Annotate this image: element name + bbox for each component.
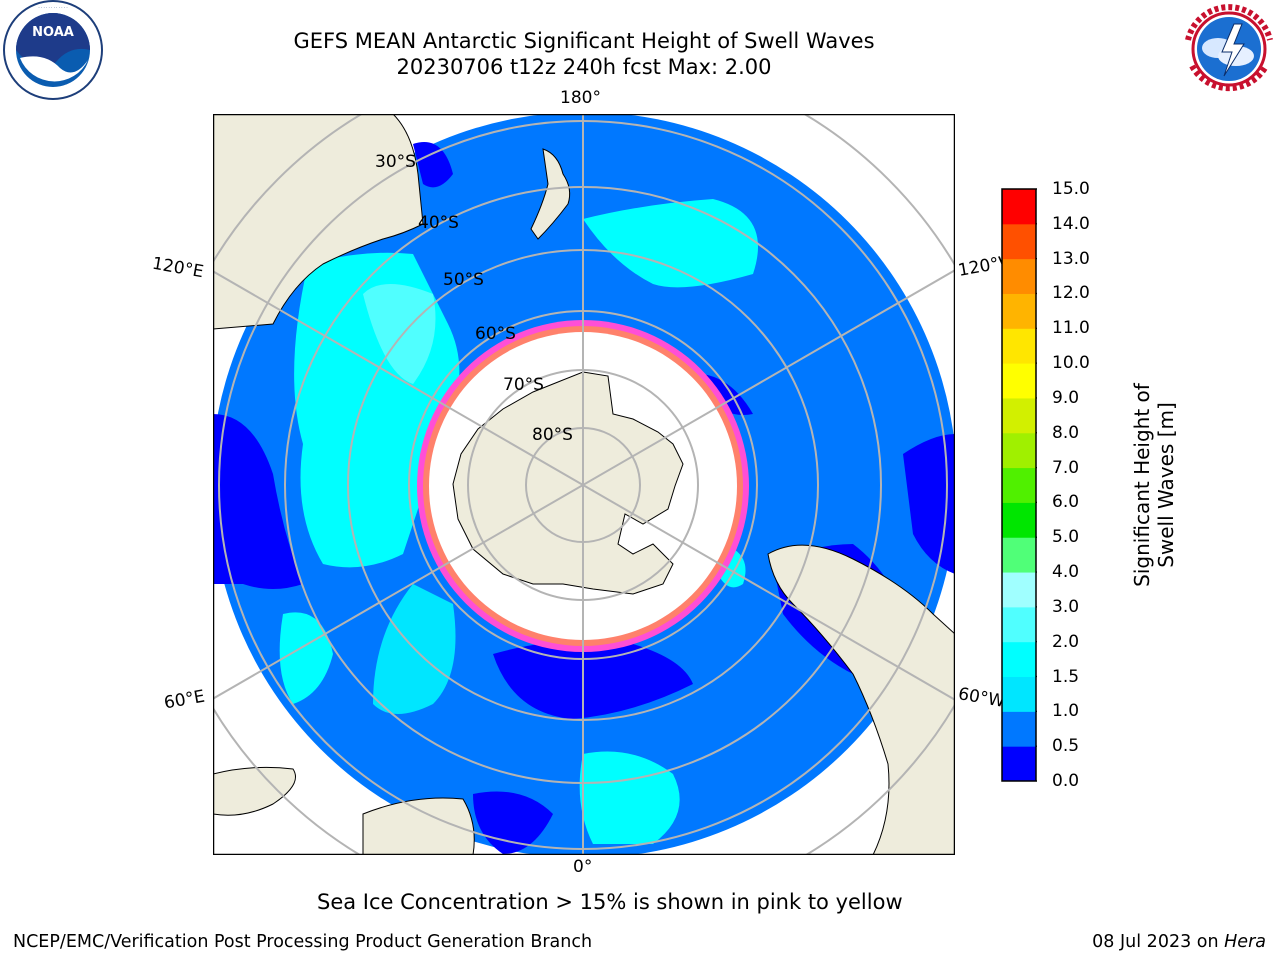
- lon-label-top: 180°: [560, 88, 601, 108]
- svg-text:· · · · · · · · · · · ·: · · · · · · · · · · · ·: [38, 5, 67, 10]
- colorbar-tick-label: 3.0: [1052, 596, 1080, 617]
- colorbar-tick-label: 8.0: [1052, 422, 1080, 443]
- colorbar-segment: [1002, 189, 1036, 225]
- lat-label-30s: 30°S: [375, 152, 416, 172]
- new-zealand-landmass: [530, 148, 571, 240]
- lon-label-lower-right: 60°W: [956, 684, 1007, 712]
- map-title: GEFS MEAN Antarctic Significant Height o…: [293, 29, 875, 53]
- africa-landmass: [362, 797, 475, 855]
- colorbar-segment: [1002, 363, 1036, 399]
- host-name: Hera: [1224, 932, 1266, 952]
- colorbar-tick-label: 1.0: [1052, 701, 1080, 722]
- colorbar-segment: [1002, 572, 1036, 608]
- colorbar-segment: [1002, 223, 1036, 260]
- colorbar-label: Significant Height of Swell Waves [m]: [1130, 383, 1178, 587]
- colorbar-tick-label: 2.0: [1052, 631, 1080, 652]
- sea-ice-footnote: Sea Ice Concentration > 15% is shown in …: [317, 890, 903, 914]
- colorbar-tick-label: 11.0: [1052, 318, 1090, 339]
- colorbar-tick-label: 0.0: [1052, 771, 1080, 791]
- run-date-text: 08 Jul 2023 on: [1092, 932, 1225, 952]
- colorbar-segment: [1002, 328, 1036, 364]
- colorbar-segment: [1002, 641, 1036, 678]
- colorbar-segment: [1002, 676, 1036, 712]
- lon-label-bottom: 0°: [573, 857, 593, 877]
- lon-label-lower-left: 60°E: [162, 686, 207, 714]
- australia-landmass: [213, 114, 424, 330]
- colorbar-tick-label: 7.0: [1052, 457, 1080, 478]
- national-weather-service-logo: [1181, 1, 1277, 97]
- colorbar-segment: [1002, 432, 1036, 469]
- colorbar-segment: [1002, 606, 1036, 643]
- colorbar-segment: [1002, 537, 1036, 573]
- swell-patch-6: [363, 284, 436, 384]
- lat-label-60s: 60°S: [475, 324, 516, 344]
- colorbar-tick-label: 4.0: [1052, 562, 1080, 583]
- calm-patch-1: [213, 414, 303, 589]
- swell-patch-4: [279, 612, 333, 704]
- colorbar-tick-label: 13.0: [1052, 248, 1090, 269]
- noaa-logo-text: NOAA: [32, 25, 74, 40]
- lat-label-50s: 50°S: [443, 270, 484, 290]
- colorbar-tick-label: 5.0: [1052, 527, 1080, 548]
- colorbar-segment: [1002, 502, 1036, 538]
- colorbar-segment: [1002, 293, 1036, 329]
- calm-patch-5: [413, 142, 453, 188]
- colorbar-tick-label: 1.5: [1052, 666, 1080, 687]
- calm-patch-4: [903, 434, 955, 574]
- colorbar-tick-label: 14.0: [1052, 213, 1090, 234]
- colorbar-segment: [1002, 397, 1036, 434]
- lat-label-80s: 80°S: [532, 425, 573, 445]
- calm-patch-2: [493, 640, 693, 719]
- colorbar: [1001, 188, 1037, 782]
- noaa-logo: NOAA · · · · · · · · · · · ·: [3, 0, 103, 100]
- colorbar-segment: [1002, 467, 1036, 503]
- polar-map: [213, 114, 955, 855]
- run-date-credit: 08 Jul 2023 on Hera: [1092, 932, 1266, 952]
- lat-label-40s: 40°S: [418, 213, 459, 233]
- colorbar-tick-label: 12.0: [1052, 283, 1090, 304]
- madagascar-landmass: [213, 766, 296, 816]
- colorbar-tick-label: 9.0: [1052, 387, 1080, 408]
- lon-label-upper-left: 120°E: [150, 253, 206, 283]
- graticule: [213, 114, 955, 855]
- lat-label-70s: 70°S: [503, 375, 544, 395]
- producer-credit: NCEP/EMC/Verification Post Processing Pr…: [13, 932, 593, 952]
- colorbar-tick-label: 10.0: [1052, 353, 1090, 374]
- colorbar-segment: [1002, 711, 1036, 747]
- swell-patch-2: [583, 199, 758, 288]
- colorbar-segment: [1002, 258, 1036, 294]
- colorbar-segment: [1002, 746, 1036, 782]
- colorbar-tick-label: 15.0: [1052, 179, 1090, 199]
- map-subtitle: 20230706 t12z 240h fcst Max: 2.00: [396, 55, 772, 79]
- antarctica-landmass: [452, 371, 684, 595]
- colorbar-tick-label: 6.0: [1052, 492, 1080, 513]
- colorbar-tick-label: 0.5: [1052, 736, 1080, 757]
